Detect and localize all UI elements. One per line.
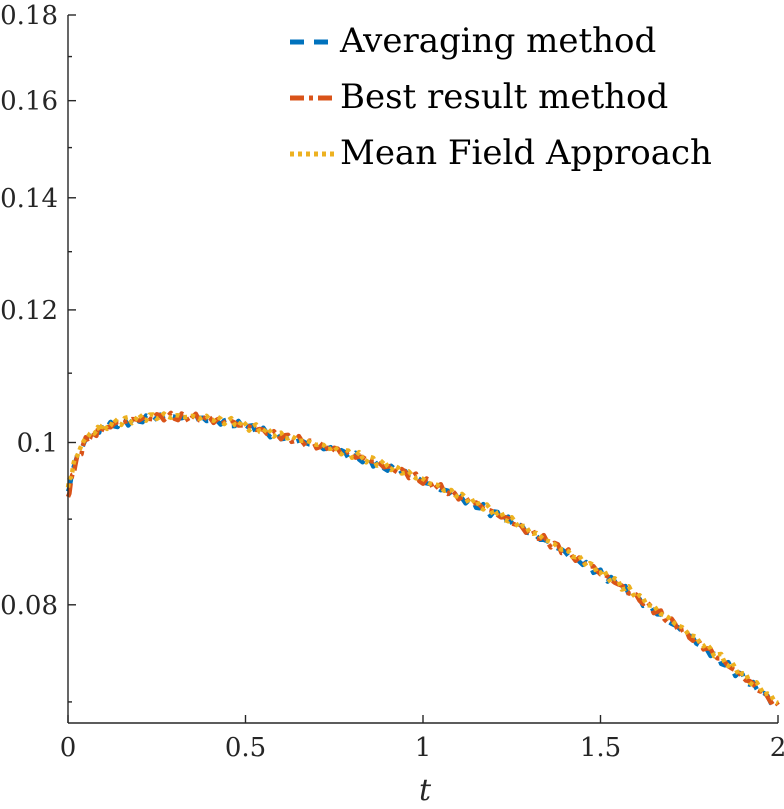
x-tick-label: 1.5: [580, 733, 621, 763]
series-line-2: [65, 410, 780, 707]
x-axis-label: t: [419, 773, 432, 808]
series-layer: [65, 410, 780, 710]
x-tick-label: 0: [60, 733, 77, 763]
legend-label-3: Mean Field Approach: [340, 133, 712, 173]
legend-label-1: Averaging method: [339, 21, 656, 61]
y-tick-label: 0.12: [0, 296, 58, 326]
legend: Averaging method Best result method Mean F…: [290, 21, 712, 173]
y-tick-label: 0.16: [0, 87, 58, 117]
x-tick-label: 2: [770, 733, 784, 763]
ticks-layer: 0 0.5 1 1.5 2 0.08 0.1 0.12 0.14 0.16 0.18: [0, 1, 784, 763]
x-tick-label: 0.5: [225, 733, 266, 763]
y-tick-label: 0.1: [17, 429, 58, 459]
y-tick-label: 0.18: [0, 1, 58, 31]
y-tick-label: 0.08: [0, 591, 58, 621]
legend-label-2: Best result method: [340, 77, 668, 117]
x-tick-label: 1: [415, 733, 432, 763]
y-tick-label: 0.14: [0, 184, 58, 214]
series-line-3: [65, 411, 779, 706]
